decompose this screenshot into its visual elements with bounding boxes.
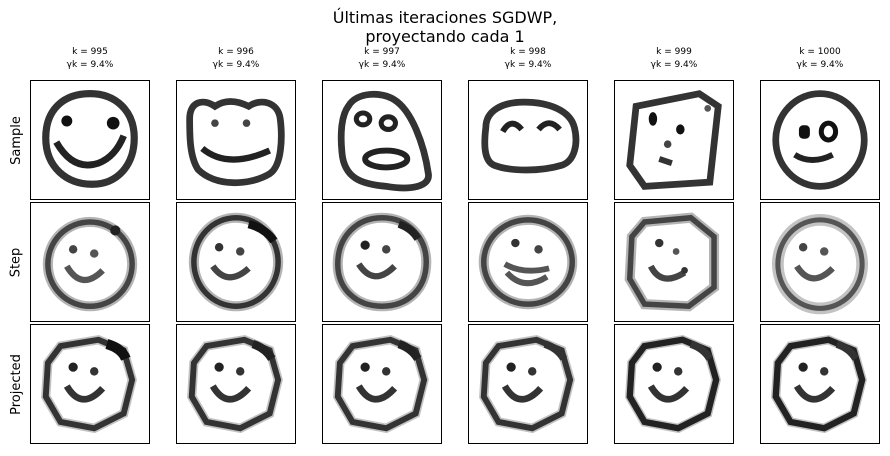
sample-panel-2: [176, 80, 296, 200]
projected-smiley: [479, 334, 575, 434]
sketch-smiley-wide-grin: [42, 90, 138, 188]
projected-panel-2: [176, 324, 296, 444]
sketch-arch-eyes-blob: [481, 98, 580, 174]
step-panel-1: [30, 202, 150, 322]
gamma-label: γk = 9.4%: [796, 60, 844, 70]
gamma-label: γk = 9.4%: [504, 60, 552, 70]
figure-title-line-1: Últimas iteraciones SGDWP,: [332, 8, 558, 27]
blurred-smiley: [771, 213, 869, 315]
projected-smiley: [333, 334, 429, 434]
projected-panel-6: [760, 324, 880, 444]
sample-panel-5: [614, 80, 734, 200]
sketch-square-face: [626, 90, 722, 190]
k-label: k = 1000: [799, 47, 841, 57]
sample-panel-1: [30, 80, 150, 200]
gamma-label: γk = 9.4%: [66, 60, 114, 70]
figure-title-line-2: proyectando cada 1: [365, 27, 525, 46]
blurred-smiley: [188, 212, 284, 312]
projected-panel-5: [614, 324, 734, 444]
column-header-3: k = 997 γk = 9.4%: [322, 46, 442, 72]
step-panel-6: [760, 202, 880, 322]
sketch-tilted-face-open-mouth: [337, 91, 432, 192]
row-label-projected: Projected: [8, 353, 24, 415]
projected-smiley: [41, 334, 137, 434]
row-label-step: Step: [8, 247, 24, 277]
k-label: k = 995: [72, 47, 108, 57]
step-panel-5: [614, 202, 734, 322]
sample-panel-4: [468, 80, 588, 200]
projected-panel-4: [468, 324, 588, 444]
row-label-sample: Sample: [8, 115, 24, 165]
column-header-6: k = 1000 γk = 9.4%: [760, 46, 880, 72]
step-panel-4: [468, 202, 588, 322]
sample-panel-3: [322, 80, 442, 200]
k-label: k = 996: [218, 47, 254, 57]
sketch-frog-face: [186, 98, 285, 187]
gamma-label: γk = 9.4%: [212, 60, 260, 70]
step-panel-3: [322, 202, 442, 322]
step-panel-2: [176, 202, 296, 322]
projected-smiley: [625, 334, 721, 434]
blurred-smiley: [332, 212, 432, 312]
projected-panel-1: [30, 324, 150, 444]
projected-smiley: [771, 334, 867, 434]
sample-panel-6: [760, 80, 880, 200]
figure-title: Últimas iteraciones SGDWP, proyectando c…: [0, 8, 890, 46]
blurred-smiley: [624, 212, 720, 312]
blurred-smiley: [478, 214, 578, 310]
k-label: k = 997: [364, 47, 400, 57]
projected-panel-3: [322, 324, 442, 444]
k-label: k = 999: [656, 47, 692, 57]
column-header-5: k = 999 γk = 9.4%: [614, 46, 734, 72]
gamma-label: γk = 9.4%: [358, 60, 406, 70]
column-header-1: k = 995 γk = 9.4%: [30, 46, 150, 72]
gamma-label: γk = 9.4%: [650, 60, 698, 70]
column-header-2: k = 996 γk = 9.4%: [176, 46, 296, 72]
blurred-smiley: [42, 216, 138, 312]
k-label: k = 998: [510, 47, 546, 57]
projected-smiley: [187, 334, 283, 434]
sketch-ring-eyes-face: [772, 90, 868, 190]
column-header-4: k = 998 γk = 9.4%: [468, 46, 588, 72]
